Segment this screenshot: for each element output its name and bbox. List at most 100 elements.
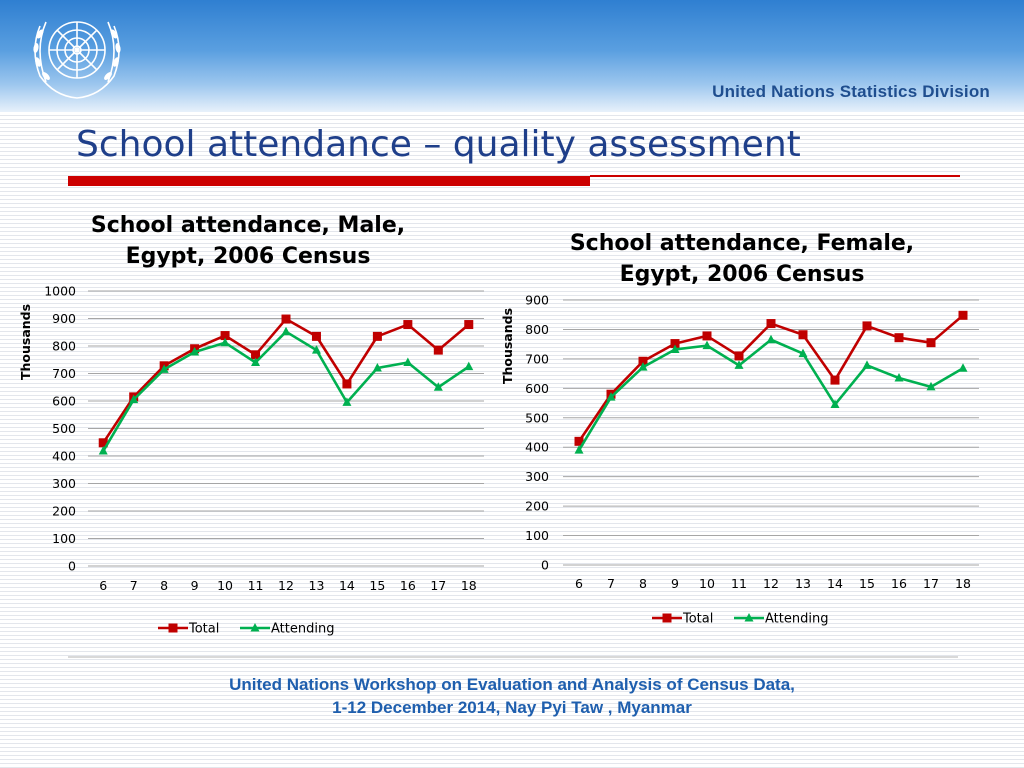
y-tick-label: 200 [52, 504, 76, 519]
x-tick-label: 16 [891, 576, 907, 591]
data-point-total [403, 320, 413, 330]
data-point-attending [281, 326, 291, 336]
x-tick-label: 9 [671, 576, 679, 591]
data-point-attending [433, 382, 443, 391]
x-tick-label: 11 [248, 578, 264, 593]
y-tick-label: 700 [52, 366, 76, 381]
x-tick-label: 14 [339, 578, 355, 593]
series-line-attending [577, 338, 964, 451]
data-point-attending [926, 381, 936, 391]
data-point-total [98, 438, 108, 448]
y-axis-label: Thousands [18, 304, 33, 380]
legend-marker-total [168, 623, 178, 633]
data-point-total [734, 351, 744, 361]
data-point-attending [670, 344, 680, 353]
x-tick-label: 17 [430, 578, 446, 593]
footer-line-2: 1-12 December 2014, Nay Pyi Taw , Myanma… [332, 698, 692, 717]
y-tick-label: 100 [525, 528, 549, 543]
header-banner: United Nations Statistics Division [0, 0, 1024, 112]
legend-label-attending: Attending [271, 622, 334, 637]
y-tick-label: 400 [525, 440, 549, 455]
data-point-attending [894, 373, 904, 382]
y-tick-label: 300 [52, 476, 76, 491]
chart-title-line-1: School attendance, Male, [91, 213, 405, 238]
charts-area: School attendance, Male, Egypt, 2006 Cens… [18, 213, 979, 637]
title-underline-thin [590, 175, 960, 177]
data-point-total [862, 321, 872, 331]
un-emblem-icon [33, 21, 121, 99]
legend-marker-total [662, 613, 672, 623]
data-point-total [702, 331, 712, 341]
x-tick-label: 18 [955, 576, 971, 591]
data-point-attending [958, 363, 968, 372]
x-tick-label: 9 [191, 578, 199, 593]
x-tick-label: 18 [461, 578, 477, 593]
data-point-total [670, 339, 680, 349]
data-point-total [220, 331, 230, 341]
chart-female: School attendance, Female, Egypt, 2006 Ce… [500, 231, 979, 627]
data-point-attending [862, 360, 872, 369]
x-tick-label: 11 [731, 576, 747, 591]
data-point-attending [830, 399, 840, 409]
data-point-attending [190, 347, 200, 356]
chart-title-line-1: School attendance, Female, [570, 231, 914, 256]
data-point-attending [129, 394, 139, 404]
y-tick-label: 0 [68, 559, 76, 574]
chart-male: School attendance, Male, Egypt, 2006 Cens… [18, 213, 484, 637]
x-tick-label: 12 [278, 578, 294, 593]
y-tick-label: 100 [52, 531, 76, 546]
x-tick-label: 16 [400, 578, 416, 593]
x-tick-label: 15 [859, 576, 875, 591]
series-line-total [102, 317, 470, 444]
data-point-attending [311, 345, 321, 354]
x-tick-label: 17 [923, 576, 939, 591]
legend-label-attending: Attending [765, 612, 828, 627]
x-tick-label: 7 [607, 576, 615, 591]
x-tick-label: 13 [309, 578, 325, 593]
y-tick-label: 900 [52, 311, 76, 326]
x-tick-label: 7 [130, 578, 138, 593]
series-line-total [577, 314, 964, 443]
chart-title-line-2: Egypt, 2006 Census [620, 262, 865, 287]
y-tick-label: 800 [525, 322, 549, 337]
x-tick-label: 8 [639, 576, 647, 591]
y-tick-label: 500 [525, 410, 549, 425]
data-point-attending [702, 340, 712, 350]
data-point-total [251, 350, 261, 360]
data-point-attending [220, 337, 230, 347]
data-point-attending [98, 446, 108, 455]
data-point-attending [403, 357, 413, 366]
data-point-total [830, 375, 840, 385]
x-tick-label: 13 [795, 576, 811, 591]
series-line-attending [102, 330, 470, 452]
x-tick-label: 8 [160, 578, 168, 593]
data-point-attending [574, 445, 584, 454]
data-point-total [281, 314, 291, 324]
legend-marker-attending [744, 613, 754, 622]
data-point-total [958, 310, 968, 320]
data-point-total [464, 320, 474, 330]
data-point-total [574, 436, 584, 446]
data-point-total [311, 331, 321, 341]
x-tick-label: 14 [827, 576, 843, 591]
y-axis-label: Thousands [500, 308, 515, 384]
data-point-attending [798, 348, 808, 358]
footer-divider [68, 656, 958, 658]
data-point-total [342, 379, 352, 389]
data-point-total [433, 345, 443, 355]
y-tick-label: 300 [525, 469, 549, 484]
y-tick-label: 0 [541, 558, 549, 573]
legend-label-total: Total [188, 622, 219, 637]
y-tick-label: 600 [525, 381, 549, 396]
chart-title-line-2: Egypt, 2006 Census [126, 244, 371, 269]
data-point-total [372, 331, 382, 341]
data-point-total [638, 356, 648, 366]
x-tick-label: 6 [99, 578, 107, 593]
data-point-attending [734, 360, 744, 369]
x-tick-label: 15 [369, 578, 385, 593]
y-tick-label: 200 [525, 499, 549, 514]
x-tick-label: 10 [217, 578, 233, 593]
y-tick-label: 600 [52, 394, 76, 409]
y-tick-label: 500 [52, 421, 76, 436]
title-underline-thick [68, 176, 590, 186]
